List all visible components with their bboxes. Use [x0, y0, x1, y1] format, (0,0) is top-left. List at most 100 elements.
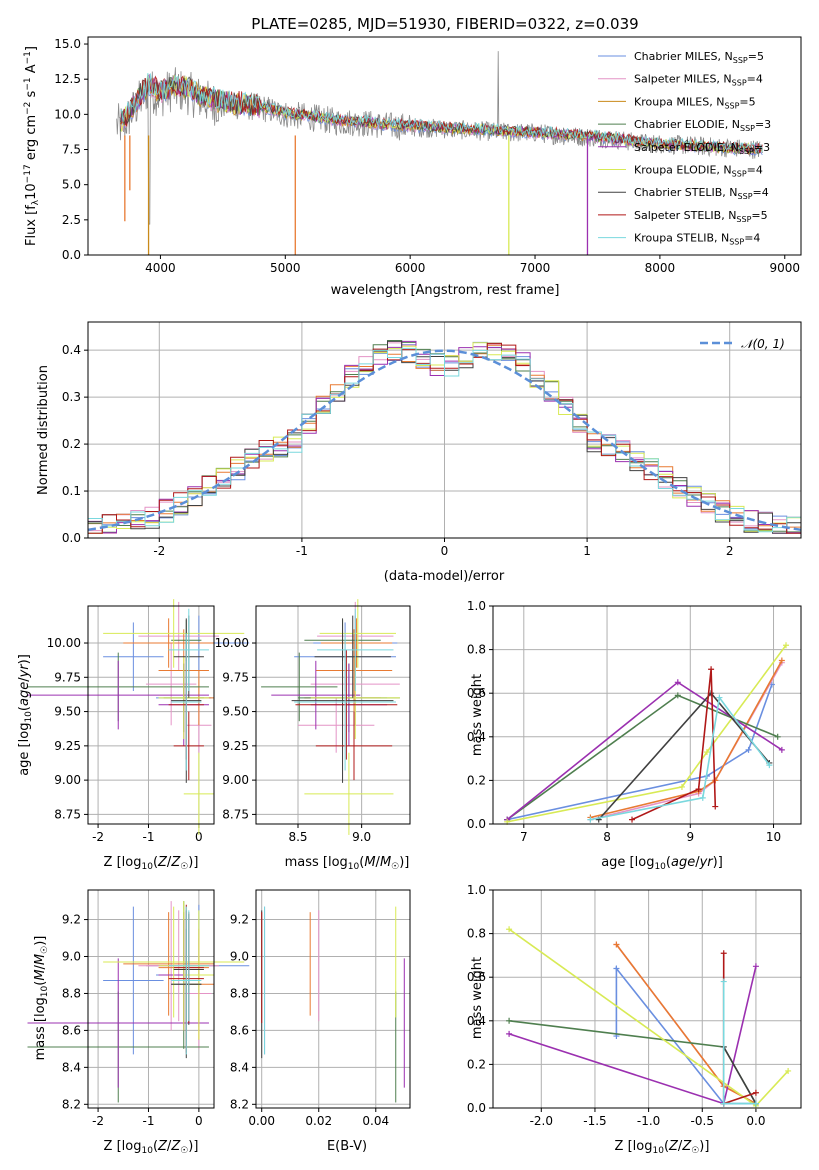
- weight-marker: [629, 816, 636, 823]
- wz-xlabel: Z [log10(Z/Z☉)]: [615, 1139, 710, 1156]
- x-tick-label: 9000: [769, 261, 800, 275]
- y-tick-label: 0.2: [467, 773, 486, 787]
- x-tick-label: -2: [92, 830, 104, 844]
- x-tick-label: 4000: [145, 261, 176, 275]
- y-tick-label: 9.2: [230, 913, 249, 927]
- massz-xlabel: Z [log10(Z/Z☉)]: [104, 1139, 199, 1156]
- weight-marker: [506, 1030, 513, 1037]
- massebv-xlabel: E(B-V): [327, 1139, 367, 1154]
- y-tick-label: 0.2: [62, 437, 81, 451]
- y-tick-label: 0.6: [467, 970, 486, 984]
- y-tick-label: 8.75: [222, 807, 249, 821]
- y-tick-label: 0.3: [62, 390, 81, 404]
- x-tick-label: 7: [520, 830, 528, 844]
- weight-marker: [703, 749, 710, 756]
- y-tick-label: 9.25: [54, 739, 81, 753]
- legend-label: Chabrier ELODIE, NSSP=3: [634, 118, 771, 133]
- x-tick-label: 7000: [520, 261, 551, 275]
- plot-area: [87, 340, 802, 534]
- tick-marks: 8.5 9.0 8.75 9.00 9.25 9.50 9.75 10.00: [215, 636, 372, 844]
- weight-marker: [716, 694, 723, 701]
- legend-label: Salpeter ELODIE, NSSP=3: [634, 141, 770, 156]
- y-tick-label: 8.8: [62, 986, 81, 1000]
- x-tick-label: 9.0: [352, 830, 371, 844]
- y-tick-label: 10.00: [215, 636, 249, 650]
- x-tick-label: -1: [142, 830, 154, 844]
- x-tick-label: -2.0: [530, 1114, 553, 1128]
- x-tick-label: 0.02: [305, 1114, 332, 1128]
- y-tick-label: 0.0: [62, 531, 81, 545]
- axes-frame: [492, 889, 802, 1109]
- tick-marks: 7 8 9 10 0.0 0.2 0.4 0.6 0.8 1.0: [467, 599, 781, 844]
- normal-curve: [87, 349, 802, 532]
- weight-marker: [745, 746, 752, 753]
- legend-label: Kroupa MILES, NSSP=5: [634, 95, 756, 110]
- legend: Chabrier MILES, NSSP=5 Salpeter MILES, NS…: [598, 50, 771, 247]
- y-tick-label: 9.00: [222, 773, 249, 787]
- weight-line: [590, 695, 771, 821]
- weight-marker: [587, 816, 594, 823]
- x-tick-label: -0.5: [691, 1114, 714, 1128]
- x-tick-label: 5000: [270, 261, 301, 275]
- x-tick-label: 6000: [395, 261, 426, 275]
- y-tick-label: 0.4: [467, 730, 486, 744]
- y-tick-label: 0.8: [467, 927, 486, 941]
- weight-marker: [720, 978, 727, 985]
- y-tick-label: 0.4: [467, 1014, 486, 1028]
- wage-ylabel: mass weight: [470, 674, 485, 756]
- legend-label: Chabrier STELIB, NSSP=4: [634, 186, 769, 201]
- axes-frame: [87, 889, 215, 1109]
- plot-area: [27, 599, 250, 835]
- x-tick-label: 0.04: [362, 1114, 389, 1128]
- y-tick-label: 8.4: [230, 1060, 249, 1074]
- weight-marker: [695, 786, 702, 793]
- x-tick-label: -2: [92, 1114, 104, 1128]
- x-tick-label: 0: [195, 1114, 203, 1128]
- y-tick-label: 9.75: [222, 670, 249, 684]
- weight-marker: [785, 1067, 792, 1074]
- x-tick-label: 0.0: [746, 1114, 765, 1128]
- y-tick-label: 0.0: [467, 1101, 486, 1115]
- plot-area: [116, 51, 763, 255]
- mass-vs-extinction-panel: 0.00 0.02 0.04 8.2 8.4 8.6 8.8 9.0 9.2: [230, 889, 411, 1128]
- y-tick-label: 15.0: [54, 37, 81, 51]
- x-tick-label: -1.0: [637, 1114, 660, 1128]
- y-tick-label: 10.00: [47, 636, 81, 650]
- legend-label: Chabrier MILES, NSSP=5: [634, 50, 764, 65]
- tick-marks: 0.00 0.02 0.04 8.2 8.4 8.6 8.8 9.0 9.2: [230, 913, 389, 1128]
- x-tick-label: 8: [603, 830, 611, 844]
- hist-ylabel: Normed distribution: [36, 365, 51, 495]
- weight-marker: [752, 963, 759, 970]
- y-tick-label: 0.6: [467, 686, 486, 700]
- weight-marker: [778, 657, 785, 664]
- y-tick-label: 7.5: [62, 143, 81, 157]
- y-tick-label: 5.0: [62, 178, 81, 192]
- mass-weight-vs-age-panel: 7 8 9 10 0.0 0.2 0.4 0.6 0.8 1.0: [467, 599, 802, 844]
- weight-marker: [783, 642, 790, 649]
- axes-frame: [255, 889, 411, 1109]
- y-tick-label: 0.1: [62, 484, 81, 498]
- plot-area: [27, 901, 250, 1103]
- legend-label: Salpeter MILES, NSSP=4: [634, 73, 763, 88]
- spectrum-xlabel: wavelength [Angstrom, rest frame]: [331, 283, 560, 298]
- model-spectrum-8: [120, 72, 763, 154]
- weight-marker: [774, 733, 781, 740]
- agez-xlabel: Z [log10(Z/Z☉)]: [104, 855, 199, 872]
- mass-weight-vs-metallicity-panel: -2.0 -1.5 -1.0 -0.5 0.0 0.0 0.2 0.4 0.6 0.8 1.0: [467, 883, 802, 1128]
- tick-marks: -2 -1 0 1 2 0.0 0.1 0.2 0.3 0.4: [62, 343, 734, 558]
- weight-line: [507, 684, 773, 821]
- weight-marker: [506, 926, 513, 933]
- x-tick-label: 1: [583, 544, 591, 558]
- y-tick-label: 9.2: [62, 913, 81, 927]
- weight-marker: [674, 692, 681, 699]
- tick-marks: -2 -1 0 8.75 9.00 9.25 9.50 9.75 10.00: [47, 636, 203, 844]
- massz-ylabel: mass [log10(M/M☉)]: [33, 936, 50, 1061]
- x-tick-label: -1.5: [583, 1114, 606, 1128]
- spectrum-panel: 4000 5000 6000 7000 8000 9000 0.0 2.5 5.0 7.5 10.0…: [54, 36, 802, 275]
- y-tick-label: 9.50: [54, 705, 81, 719]
- x-tick-label: -1: [296, 544, 308, 558]
- age-vs-metallicity-panel: -2 -1 0 8.75 9.00 9.25 9.50 9.75 10.00: [27, 599, 250, 844]
- mass-vs-metallicity-panel: -2 -1 0 8.2 8.4 8.6 8.8 9.0 9.2: [27, 889, 250, 1128]
- y-tick-label: 9.0: [230, 950, 249, 964]
